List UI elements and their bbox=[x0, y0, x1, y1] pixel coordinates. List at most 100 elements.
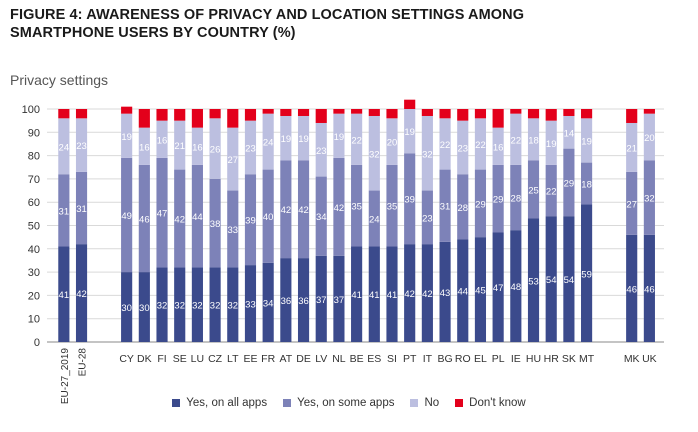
bar-segment-no bbox=[138, 127, 150, 165]
data-label: 34 bbox=[263, 298, 274, 309]
data-label: 32 bbox=[369, 149, 380, 160]
x-tick-label: AT bbox=[280, 353, 293, 365]
bar-segment-yes_all bbox=[368, 246, 380, 342]
data-label: 32 bbox=[227, 301, 238, 312]
bar-segment-yes_some bbox=[368, 190, 380, 247]
bar-segment-no bbox=[262, 113, 274, 170]
bar-segment-no bbox=[368, 115, 380, 191]
x-tick-label: EL bbox=[474, 353, 487, 365]
legend-item-dont_know: Don't know bbox=[455, 397, 526, 409]
bar-segment-dont_know bbox=[315, 109, 327, 123]
bar-segment-yes_some bbox=[581, 162, 593, 205]
data-label: 18 bbox=[528, 135, 539, 146]
bar-segment-dont_know bbox=[297, 109, 310, 116]
x-tick-label: DE bbox=[296, 353, 311, 365]
data-label: 23 bbox=[316, 146, 327, 157]
x-tick-label: PL bbox=[492, 353, 505, 365]
bar-segment-yes_all bbox=[58, 246, 70, 342]
bar-segment-yes_all bbox=[474, 237, 487, 342]
bar-segment-no bbox=[174, 120, 186, 170]
bar-segment-yes_some bbox=[227, 190, 239, 268]
bar-segment-dont_know bbox=[527, 109, 540, 119]
data-label: 41 bbox=[351, 290, 362, 301]
bar-segment-yes_some bbox=[527, 160, 540, 219]
bar-segment-dont_know bbox=[138, 109, 150, 128]
x-tick-label: EE bbox=[243, 353, 257, 365]
x-tick-label: MT bbox=[579, 353, 595, 365]
data-label: 39 bbox=[245, 216, 256, 227]
data-label: 42 bbox=[422, 289, 433, 300]
data-label: 26 bbox=[210, 145, 221, 156]
x-tick-label: UK bbox=[642, 353, 657, 365]
x-tick-label: BE bbox=[350, 353, 364, 365]
data-label: 32 bbox=[157, 301, 168, 312]
bar-segment-yes_all bbox=[492, 232, 504, 342]
chart-title-line1: FIGURE 4: AWARENESS OF PRIVACY AND LOCAT… bbox=[10, 7, 525, 23]
chart-title-line2: SMARTPHONE USERS BY COUNTRY (%) bbox=[10, 25, 296, 41]
bar-segment-yes_some bbox=[75, 171, 88, 245]
bar-segment-no bbox=[457, 120, 469, 175]
data-label: 24 bbox=[369, 215, 380, 226]
legend-label: Yes, on some apps bbox=[297, 397, 395, 409]
bar-segment-yes_some bbox=[457, 174, 469, 240]
data-label: 28 bbox=[457, 203, 468, 214]
x-tick-label: CY bbox=[119, 353, 134, 365]
x-tick-label: DK bbox=[137, 353, 152, 365]
bar-segment-yes_some bbox=[262, 169, 274, 263]
data-label: 36 bbox=[281, 296, 292, 307]
chart-title: FIGURE 4: AWARENESS OF PRIVACY AND LOCAT… bbox=[10, 6, 610, 42]
data-label: 32 bbox=[210, 301, 221, 312]
data-label: 20 bbox=[644, 133, 655, 144]
bar-segment-dont_know bbox=[209, 109, 221, 119]
y-tick-label: 90 bbox=[28, 127, 40, 139]
data-label: 42 bbox=[298, 205, 309, 216]
bar-segment-yes_all bbox=[404, 244, 416, 342]
data-label: 29 bbox=[564, 178, 575, 189]
bar-segment-no bbox=[121, 113, 133, 158]
bar-segment-dont_know bbox=[439, 109, 451, 119]
data-label: 38 bbox=[210, 219, 221, 230]
data-label: 53 bbox=[528, 276, 539, 287]
bar-segment-yes_some bbox=[58, 174, 70, 247]
bar-segment-no bbox=[351, 113, 363, 165]
bar-segment-yes_all bbox=[262, 262, 274, 342]
bar-segment-no bbox=[492, 127, 504, 165]
bar-segment-no bbox=[581, 118, 593, 163]
bar-segment-dont_know bbox=[510, 109, 522, 114]
data-label: 23 bbox=[76, 141, 87, 152]
data-label: 23 bbox=[422, 213, 433, 224]
bar-segment-dont_know bbox=[457, 109, 469, 121]
data-label: 25 bbox=[528, 185, 539, 196]
bar-segment-no bbox=[227, 127, 239, 191]
bar-segment-yes_all bbox=[333, 255, 345, 342]
bar-segment-dont_know bbox=[563, 109, 575, 116]
data-label: 39 bbox=[404, 195, 415, 206]
data-label: 46 bbox=[644, 284, 655, 295]
bar-segment-yes_all bbox=[527, 218, 540, 342]
bar-segment-yes_all bbox=[457, 239, 469, 342]
data-label: 35 bbox=[387, 202, 398, 213]
data-label: 32 bbox=[174, 301, 185, 312]
data-label: 41 bbox=[387, 290, 398, 301]
data-label: 34 bbox=[316, 212, 327, 223]
bar-segment-yes_all bbox=[191, 267, 203, 342]
data-label: 16 bbox=[139, 142, 150, 153]
data-label: 31 bbox=[440, 202, 451, 213]
data-label: 27 bbox=[626, 199, 637, 210]
bar-segment-yes_some bbox=[333, 157, 345, 256]
bar-segment-yes_all bbox=[510, 230, 522, 342]
data-label: 47 bbox=[493, 283, 504, 294]
legend-item-no: No bbox=[410, 397, 439, 409]
x-tick-label: PT bbox=[403, 353, 417, 365]
legend-swatch bbox=[455, 399, 464, 407]
bar-segment-dont_know bbox=[156, 109, 168, 121]
data-label: 32 bbox=[422, 149, 433, 160]
bar-segment-yes_all bbox=[626, 234, 638, 342]
legend-swatch bbox=[283, 399, 292, 407]
data-label: 54 bbox=[564, 275, 575, 286]
data-label: 46 bbox=[139, 215, 150, 226]
bar-segment-dont_know bbox=[227, 109, 239, 128]
y-tick-label: 30 bbox=[28, 267, 40, 279]
x-tick-label: CZ bbox=[208, 353, 223, 365]
